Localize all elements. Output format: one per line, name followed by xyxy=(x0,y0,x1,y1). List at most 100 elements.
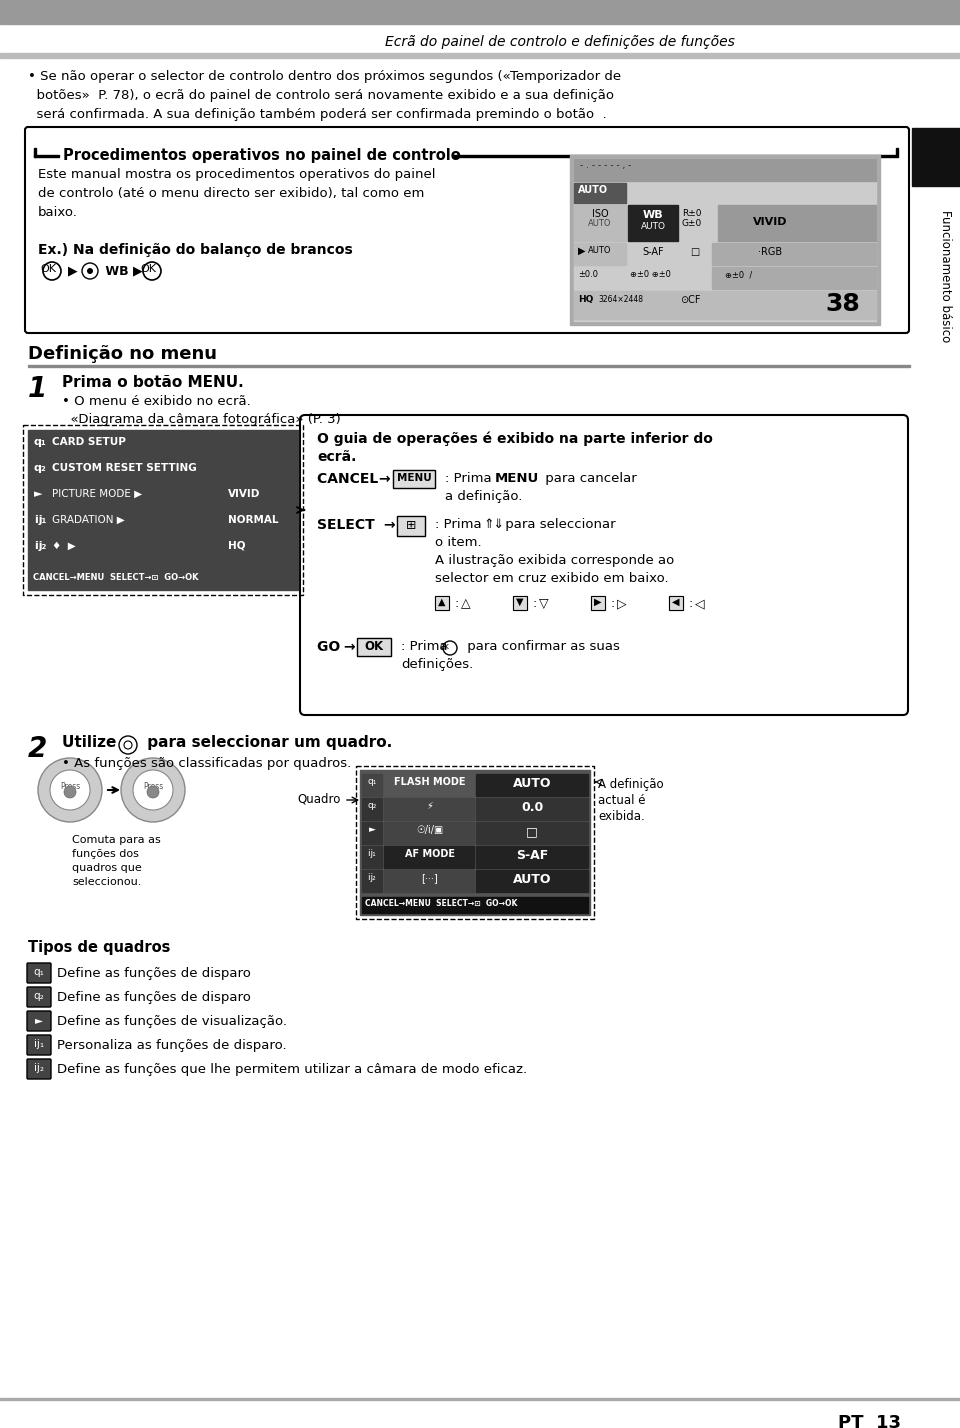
Bar xyxy=(669,595,683,610)
Bar xyxy=(513,595,527,610)
Bar xyxy=(30,460,296,484)
Text: Define as funções de disparo: Define as funções de disparo xyxy=(57,991,251,1004)
Text: PICTURE MODE ▶: PICTURE MODE ▶ xyxy=(52,488,145,498)
Text: Define as funções de visualização.: Define as funções de visualização. xyxy=(57,1015,287,1028)
Bar xyxy=(34,156,59,157)
Text: 0.0: 0.0 xyxy=(521,801,543,814)
Text: AUTO: AUTO xyxy=(578,186,608,196)
Text: ⊞: ⊞ xyxy=(406,518,417,533)
Text: q₂: q₂ xyxy=(368,801,376,810)
Text: :: : xyxy=(610,597,614,610)
Text: para cancelar: para cancelar xyxy=(541,473,636,486)
Bar xyxy=(574,291,876,318)
Text: Procedimentos operativos no painel de controlo: Procedimentos operativos no painel de co… xyxy=(63,149,461,163)
Circle shape xyxy=(121,758,185,823)
Bar xyxy=(574,159,876,321)
Text: □: □ xyxy=(690,247,700,257)
Bar xyxy=(896,149,898,157)
Text: Press: Press xyxy=(143,783,163,791)
Circle shape xyxy=(38,758,102,823)
Text: OK: OK xyxy=(140,264,156,274)
Text: para seleccionar um quadro.: para seleccionar um quadro. xyxy=(142,735,393,750)
Text: O guia de operações é exibido na parte inferior do: O guia de operações é exibido na parte i… xyxy=(317,433,713,447)
Text: ⊕±0  /: ⊕±0 / xyxy=(725,270,753,278)
Bar xyxy=(397,516,425,536)
Text: PT  13: PT 13 xyxy=(838,1414,901,1428)
Text: ecrã.: ecrã. xyxy=(317,450,356,464)
Bar xyxy=(362,823,382,844)
Text: ♦  ▶: ♦ ▶ xyxy=(52,541,79,551)
Text: «Diagrama da câmara fotográfica» (P. 3): «Diagrama da câmara fotográfica» (P. 3) xyxy=(62,413,341,426)
Text: ·RGB: ·RGB xyxy=(758,247,782,257)
Text: NORMAL: NORMAL xyxy=(228,516,278,526)
Bar xyxy=(362,897,588,912)
FancyBboxPatch shape xyxy=(27,1035,51,1055)
Bar xyxy=(591,595,605,610)
Bar xyxy=(28,430,298,590)
Bar xyxy=(0,0,960,21)
Bar xyxy=(362,870,382,892)
Text: △: △ xyxy=(461,597,470,610)
Text: q₂: q₂ xyxy=(34,463,47,473)
Text: ⊕±0 ⊕±0: ⊕±0 ⊕±0 xyxy=(630,270,671,278)
Text: :: : xyxy=(688,597,692,610)
Text: q₁: q₁ xyxy=(34,437,47,447)
Circle shape xyxy=(133,770,173,810)
Bar xyxy=(476,845,588,868)
Text: MENU: MENU xyxy=(495,473,540,486)
Bar xyxy=(574,183,626,203)
Text: q₁: q₁ xyxy=(368,777,376,785)
Text: Define as funções de disparo: Define as funções de disparo xyxy=(57,967,251,980)
Bar xyxy=(397,516,425,536)
Text: quadros que: quadros que xyxy=(72,863,142,873)
Bar xyxy=(34,149,36,157)
Text: ±0.0: ±0.0 xyxy=(578,270,598,278)
Text: AUTO: AUTO xyxy=(640,221,665,231)
Text: ▽: ▽ xyxy=(539,597,548,610)
Text: definições.: definições. xyxy=(401,658,473,671)
Text: Funcionamento básico: Funcionamento básico xyxy=(940,210,952,343)
Text: Prima o botão MENU.: Prima o botão MENU. xyxy=(62,376,244,390)
Bar xyxy=(28,366,910,367)
Bar xyxy=(574,243,626,266)
Bar xyxy=(362,798,382,820)
Bar xyxy=(30,434,296,458)
Bar xyxy=(384,870,474,892)
Text: A ilustração exibida corresponde ao: A ilustração exibida corresponde ao xyxy=(435,554,674,567)
Text: SELECT: SELECT xyxy=(317,518,379,533)
Text: ▼: ▼ xyxy=(516,597,524,607)
Circle shape xyxy=(50,770,90,810)
Text: ◀: ◀ xyxy=(672,597,680,607)
Text: [···]: [···] xyxy=(421,873,439,883)
Text: S-AF: S-AF xyxy=(516,850,548,863)
Bar xyxy=(476,798,588,820)
FancyBboxPatch shape xyxy=(27,987,51,1007)
Text: →: → xyxy=(383,518,395,533)
Text: AUTO: AUTO xyxy=(588,246,612,256)
Bar xyxy=(712,267,876,288)
Text: CANCEL→MENU  SELECT→⊡  GO→OK: CANCEL→MENU SELECT→⊡ GO→OK xyxy=(365,900,517,908)
Text: OK: OK xyxy=(40,264,56,274)
Bar xyxy=(570,156,880,326)
Bar xyxy=(680,243,710,266)
Text: FLASH MODE: FLASH MODE xyxy=(395,777,466,787)
Text: G±0: G±0 xyxy=(682,218,703,228)
Text: ⇑⇓: ⇑⇓ xyxy=(483,518,504,531)
Text: →: → xyxy=(343,640,354,654)
Bar xyxy=(384,774,474,795)
Bar xyxy=(476,774,588,795)
Text: q₂: q₂ xyxy=(34,991,44,1001)
Bar xyxy=(669,595,683,610)
Text: • Se não operar o selector de controlo dentro dos próximos segundos («Temporizad: • Se não operar o selector de controlo d… xyxy=(28,70,621,83)
Text: Ex.) Na definição do balanço de brancos: Ex.) Na definição do balanço de brancos xyxy=(38,243,352,257)
Bar xyxy=(453,156,896,157)
Text: Tipos de quadros: Tipos de quadros xyxy=(28,940,170,955)
Bar xyxy=(0,53,960,59)
Text: ▲: ▲ xyxy=(439,597,445,607)
Text: Define as funções que lhe permitem utilizar a câmara de modo eficaz.: Define as funções que lhe permitem utili… xyxy=(57,1062,527,1077)
Text: Ecrã do painel de controlo e definições de funções: Ecrã do painel de controlo e definições … xyxy=(385,36,735,49)
Bar xyxy=(362,774,382,795)
Text: 38: 38 xyxy=(825,291,860,316)
Text: AUTO: AUTO xyxy=(588,218,612,228)
Bar xyxy=(30,573,296,588)
